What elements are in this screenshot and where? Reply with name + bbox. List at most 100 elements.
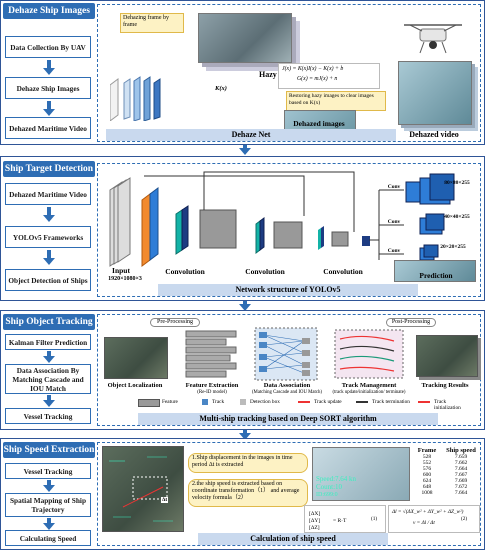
size-20: 20×20×255 [440,244,466,250]
table-row: 1008 [421,490,433,496]
object-localization-image [104,337,168,379]
feature-extraction-sub: (Re-ID model) [197,390,227,395]
track-management-label: Track Management [341,382,397,389]
object-localization-label: Object Localization [107,382,163,389]
stage4-panel: Δt 1.Ship displacement in the images in … [97,442,481,546]
stage4-caption: Calculation of ship speed [198,533,388,545]
input-label: Input [112,266,130,275]
stage1-sidebar: Dehaze Ship Images Data Collection By UA… [3,3,95,141]
stage3-caption: Multi-ship tracking based on Deep SORT a… [138,413,438,425]
conv-label-1: Convolution [165,267,205,276]
ship-speed-image: Speed:7.64 kn Count:10 ID:699:0 [312,447,410,501]
stage2-step-2: YOLOv5 Frameworks [5,226,91,248]
stage3-sidebar: Ship Object Tracking Kalman Filter Predi… [3,314,95,426]
svg-text:= R·T: = R·T [333,518,347,524]
eq-distance: Δl = √(ΔX_w² + ΔY_w² + ΔZ_w²) [392,509,464,515]
matrix-equation-box: [ΔX] [ΔY] [ΔZ] = R·T (1) [304,505,386,533]
stage3-title: Ship Object Tracking [3,314,95,330]
feature-extraction-label: Feature Extraction [185,382,239,389]
stage1-step-2: Dehaze Ship Images [5,77,91,99]
legend-track-init: Track initialization [434,399,461,411]
stage2-caption: Network structure of YOLOv5 [158,284,418,296]
track-management-graph [334,329,404,379]
yolo-network [104,170,476,280]
table-header-speed: Ship speed [446,447,476,454]
stage3-step-2: Data Association By Matching Cascade and… [5,364,91,394]
legend-track-update: Track update [314,399,342,405]
dehazed-video-frames [398,61,472,125]
stage2-panel: Input 1920×1080×3 Convolution Convolutio… [97,163,481,297]
restore-note: Restoring hazy images to clear images ba… [286,91,386,111]
svg-text:[ΔX]: [ΔX] [309,511,320,517]
table-row: 600 [422,472,432,478]
eq-num-2: (2) [461,516,468,522]
stage1-panel: Dehazing frame by frame Hazy video K(x) … [97,4,481,142]
size-80: 80×80×255 [444,180,470,186]
equation-1: J(x) = K(x)I(x) − K(x) + b [282,66,344,72]
drone-icon [398,15,468,55]
overlay-speed: Speed:7.64 kn [316,475,357,483]
stage3-step-3: Vessel Tracking [5,408,91,424]
stage2-step-3: Object Detection of Ships [5,269,91,291]
size-40: 40×40×255 [444,214,470,220]
pre-processing-label: Pre-Processing [150,318,200,327]
tracking-legend: Feature Track Detection box Track update… [138,398,468,411]
stage1-step-3: Dehazed Maritime Video [5,117,91,139]
data-association-label: Data Association [263,382,311,389]
stage4-step-1: Vessel Tracking [5,463,91,479]
equation-2: G(x) = mJ(x) + n [297,76,338,82]
stage4-sidebar: Ship Speed Extraction Vessel Tracking Sp… [3,442,95,546]
stage2-step-1: Dehazed Maritime Video [5,183,91,205]
overlay-id: ID:699:0 [316,492,338,498]
equations-box: J(x) = K(x)I(x) − K(x) + b G(x) = mJ(x) … [278,63,380,89]
table-row: 576 [422,466,432,472]
speed-table: Frame Ship speed 528 7.659 552 7.662 576 7.6… [410,447,480,496]
prediction-label: Prediction [419,271,453,280]
dehazed-video-label: Dehazed video [409,130,459,139]
conv-small-2: Conv [387,219,401,225]
stage4-title: Ship Speed Extraction [3,442,95,458]
kx-label: K(x) [215,85,227,92]
table-row: 648 [422,484,432,490]
eq-num-1: (1) [371,516,378,522]
legend-track-termination: Track termination [372,399,410,405]
input-size-label: 1920×1080×3 [108,276,142,282]
conv-small-1: Conv [387,184,401,190]
conv-label-2: Convolution [245,267,285,276]
stage4-step-2: Spatial Mapping of Ship Trajectory [5,493,91,517]
svg-text:[ΔZ]: [ΔZ] [309,525,320,531]
table-row: 624 [422,478,432,484]
ship-displacement-image: Δt [102,446,184,532]
stage3-panel: Pre-Processing Post-Processing Object Lo… [97,314,481,426]
association-graph [254,327,318,381]
overlay-count: Count:10 [316,483,343,491]
eq-velocity: v = Δl / Δt [413,520,435,526]
stage2-title: Ship Target Detection [3,161,95,177]
speed-note-1: 1.Ship displacement in the images in tim… [188,453,308,473]
delta-t-label: Δt [161,497,169,503]
legend-feature: Feature [162,399,178,405]
data-association-sub: (Matching Cascade and IOU Match) [251,390,323,395]
table-row: 552 [422,460,432,466]
stage2-sidebar: Ship Target Detection Dehazed Maritime V… [3,161,95,297]
stage1-title: Dehaze Ship Images [3,3,95,19]
legend-detection: Detection box [250,399,280,405]
stage3-step-1: Kalman Filter Prediction [5,334,91,350]
stage1-caption: Dehaze Net [106,129,396,141]
speed-equation-box: Δl = √(ΔX_w² + ΔY_w² + ΔZ_w²) v = Δl / Δ… [388,505,480,533]
svg-text:[ΔY]: [ΔY] [309,518,320,524]
feature-bars [182,329,242,379]
legend-track: Track [212,399,225,405]
conv-label-3: Convolution [323,267,363,276]
table-header-frame: Frame [417,447,437,454]
stage1-step-1: Data Collection By UAV [5,36,91,58]
dehazed-images-label: Dehazed images [293,119,345,128]
stage4-step-3: Calculating Speed [5,530,91,546]
conv-small-3: Conv [387,248,401,254]
tracking-results-image [416,335,478,377]
frame-note: Dehazing frame by frame [120,13,184,33]
post-processing-label: Post-Processing [386,318,436,327]
track-management-sub: (track update/initialization/ terminate) [332,390,406,395]
tracking-results-label: Tracking Results [421,382,469,389]
hazy-video-frames [198,13,292,63]
